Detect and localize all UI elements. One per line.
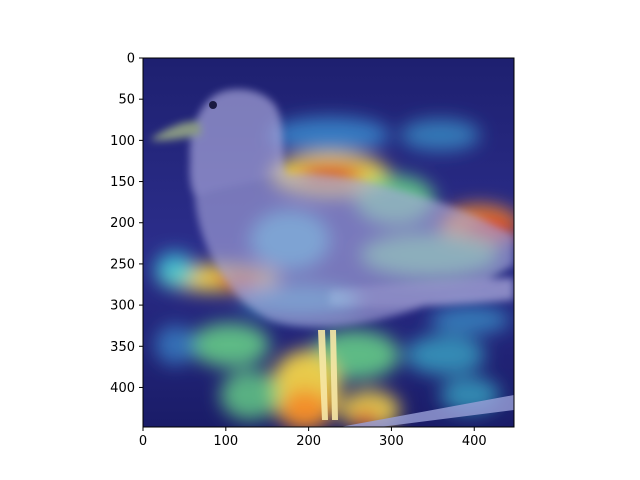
x-tick-label: 200 xyxy=(296,434,321,449)
x-tick-label: 0 xyxy=(139,434,147,449)
x-tick-label: 400 xyxy=(462,434,487,449)
bird-legs xyxy=(318,330,338,420)
heatmap-image xyxy=(143,58,514,427)
y-tick-label: 400 xyxy=(110,381,135,396)
y-tick-label: 100 xyxy=(110,134,135,149)
y-tick-label: 300 xyxy=(110,299,135,314)
y-tick-label: 150 xyxy=(110,175,135,190)
x-tick-label: 100 xyxy=(213,434,238,449)
y-tick-label: 250 xyxy=(110,257,135,272)
y-tick-label: 0 xyxy=(127,52,135,67)
bird-eye xyxy=(209,101,217,109)
axes-frame xyxy=(142,57,515,428)
y-tick-label: 200 xyxy=(110,216,135,231)
y-tick-label: 350 xyxy=(110,340,135,355)
y-tick-label: 50 xyxy=(118,93,135,108)
railing xyxy=(340,395,514,427)
x-axis: 0 100 200 300 400 xyxy=(139,427,487,449)
x-tick-label: 300 xyxy=(379,434,404,449)
y-axis: 0 50 100 150 200 250 300 350 400 xyxy=(110,52,143,396)
bird-silhouette xyxy=(150,89,514,328)
